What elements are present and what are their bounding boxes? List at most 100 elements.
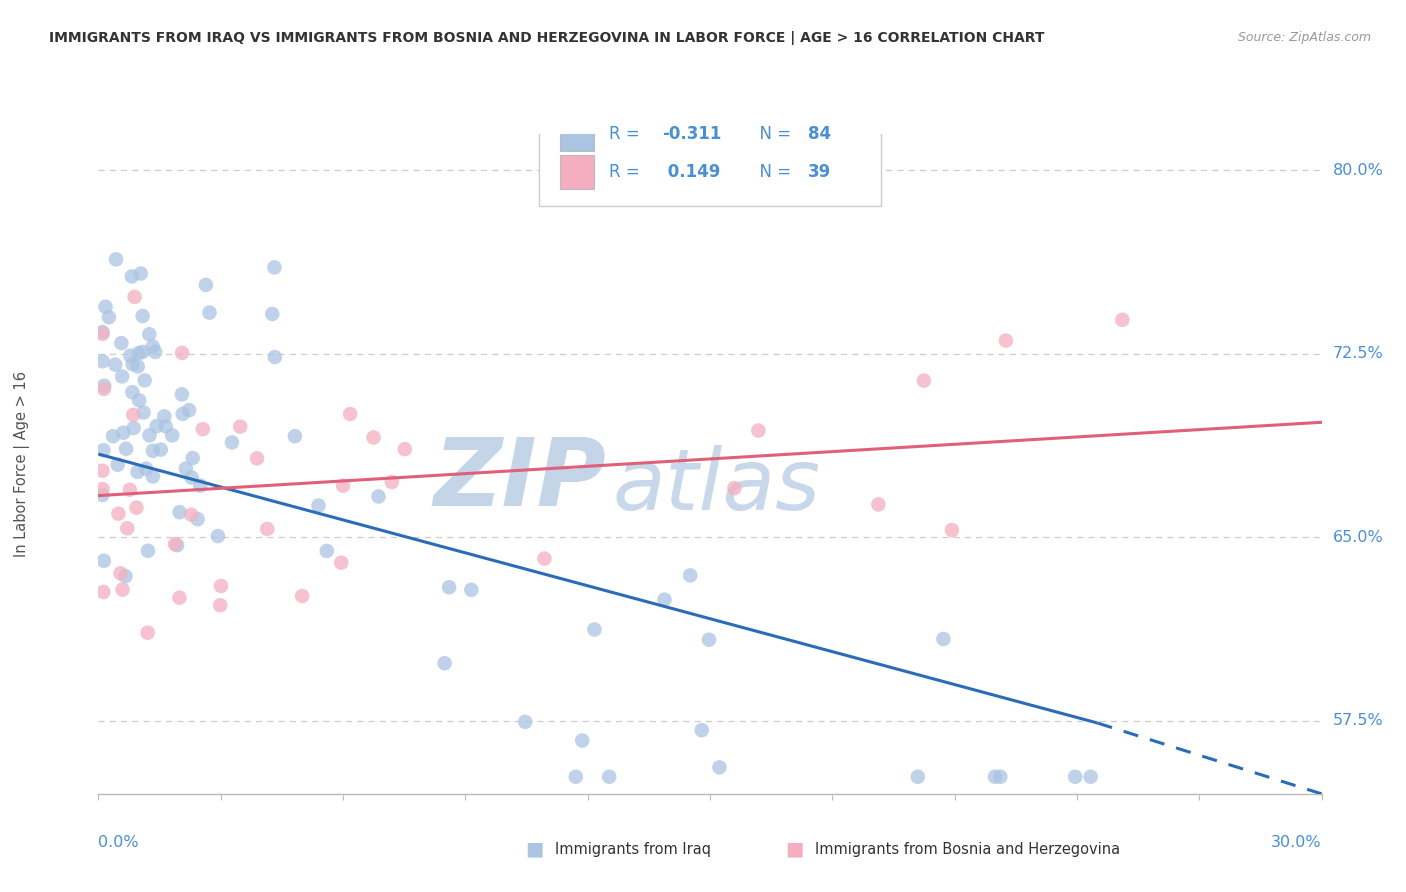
Point [723,481,745,495]
Point [256,522,278,536]
Point [107,507,129,521]
Point [263,260,285,275]
Point [91,325,114,339]
Point [246,451,269,466]
Point [747,424,769,438]
FancyBboxPatch shape [538,111,882,206]
Text: 80.0%: 80.0% [1333,163,1384,178]
Point [153,409,176,424]
Point [187,512,209,526]
Point [163,537,186,551]
Point [104,358,127,372]
FancyBboxPatch shape [560,154,593,189]
Point [460,582,482,597]
Point [263,350,285,364]
Point [97,310,120,325]
Text: ■: ■ [524,839,544,859]
Point [565,770,588,784]
FancyBboxPatch shape [560,117,593,152]
Point [1064,770,1087,784]
Point [284,429,307,443]
Point [121,269,143,284]
Point [394,442,416,457]
Text: ZIP: ZIP [433,434,606,526]
Point [437,580,460,594]
Point [142,339,165,353]
Point [136,625,159,640]
Point [907,770,929,784]
Point [1111,313,1133,327]
Point [367,490,389,504]
Text: Source: ZipAtlas.com: Source: ZipAtlas.com [1237,31,1371,45]
Point [229,419,252,434]
Point [533,551,555,566]
Point [121,357,143,371]
Point [932,632,955,646]
Point [122,408,145,422]
Point [110,566,132,581]
Point [149,442,172,457]
Point [308,499,330,513]
Point [181,450,204,465]
Text: -0.311: -0.311 [662,125,721,144]
Text: R =: R = [609,125,644,144]
Point [207,529,229,543]
Text: atlas: atlas [612,445,820,528]
Point [131,309,153,323]
Point [994,334,1017,348]
Point [111,369,134,384]
Point [127,359,149,374]
Point [174,461,197,475]
Point [93,382,115,396]
Text: R =: R = [609,162,644,181]
Point [132,405,155,419]
Point [209,599,232,613]
Point [868,498,890,512]
Text: 84: 84 [808,125,831,144]
Point [118,483,141,497]
Point [198,305,221,319]
Text: 30.0%: 30.0% [1271,836,1322,850]
Point [433,657,456,671]
Point [124,290,146,304]
Point [101,429,124,443]
Point [146,419,169,434]
Point [91,488,114,502]
Text: 0.0%: 0.0% [98,836,139,850]
Point [679,568,702,582]
Point [143,344,166,359]
Point [221,435,243,450]
Text: 0.149: 0.149 [662,162,721,181]
Text: In Labor Force | Age > 16: In Labor Force | Age > 16 [14,371,31,557]
Point [142,443,165,458]
Point [172,407,194,421]
Point [339,407,361,421]
Point [91,464,114,478]
Point [180,470,202,484]
Point [166,538,188,552]
Point [93,378,115,392]
Text: Immigrants from Iraq: Immigrants from Iraq [555,842,711,856]
Point [138,327,160,342]
Point [111,582,134,597]
Point [169,591,191,605]
Point [709,760,731,774]
Point [93,443,115,458]
Point [332,478,354,492]
Point [984,770,1007,784]
Point [179,403,201,417]
Point [117,521,139,535]
Point [598,770,620,784]
Point [363,430,385,444]
Point [91,585,114,599]
Point [134,373,156,387]
Point [1080,770,1102,784]
Point [583,623,606,637]
Point [120,349,142,363]
Text: IMMIGRANTS FROM IRAQ VS IMMIGRANTS FROM BOSNIA AND HERZEGOVINA IN LABOR FORCE | : IMMIGRANTS FROM IRAQ VS IMMIGRANTS FROM … [49,31,1045,45]
Point [262,307,284,321]
Point [127,465,149,479]
Point [381,475,404,489]
Point [180,508,202,522]
Point [91,482,114,496]
